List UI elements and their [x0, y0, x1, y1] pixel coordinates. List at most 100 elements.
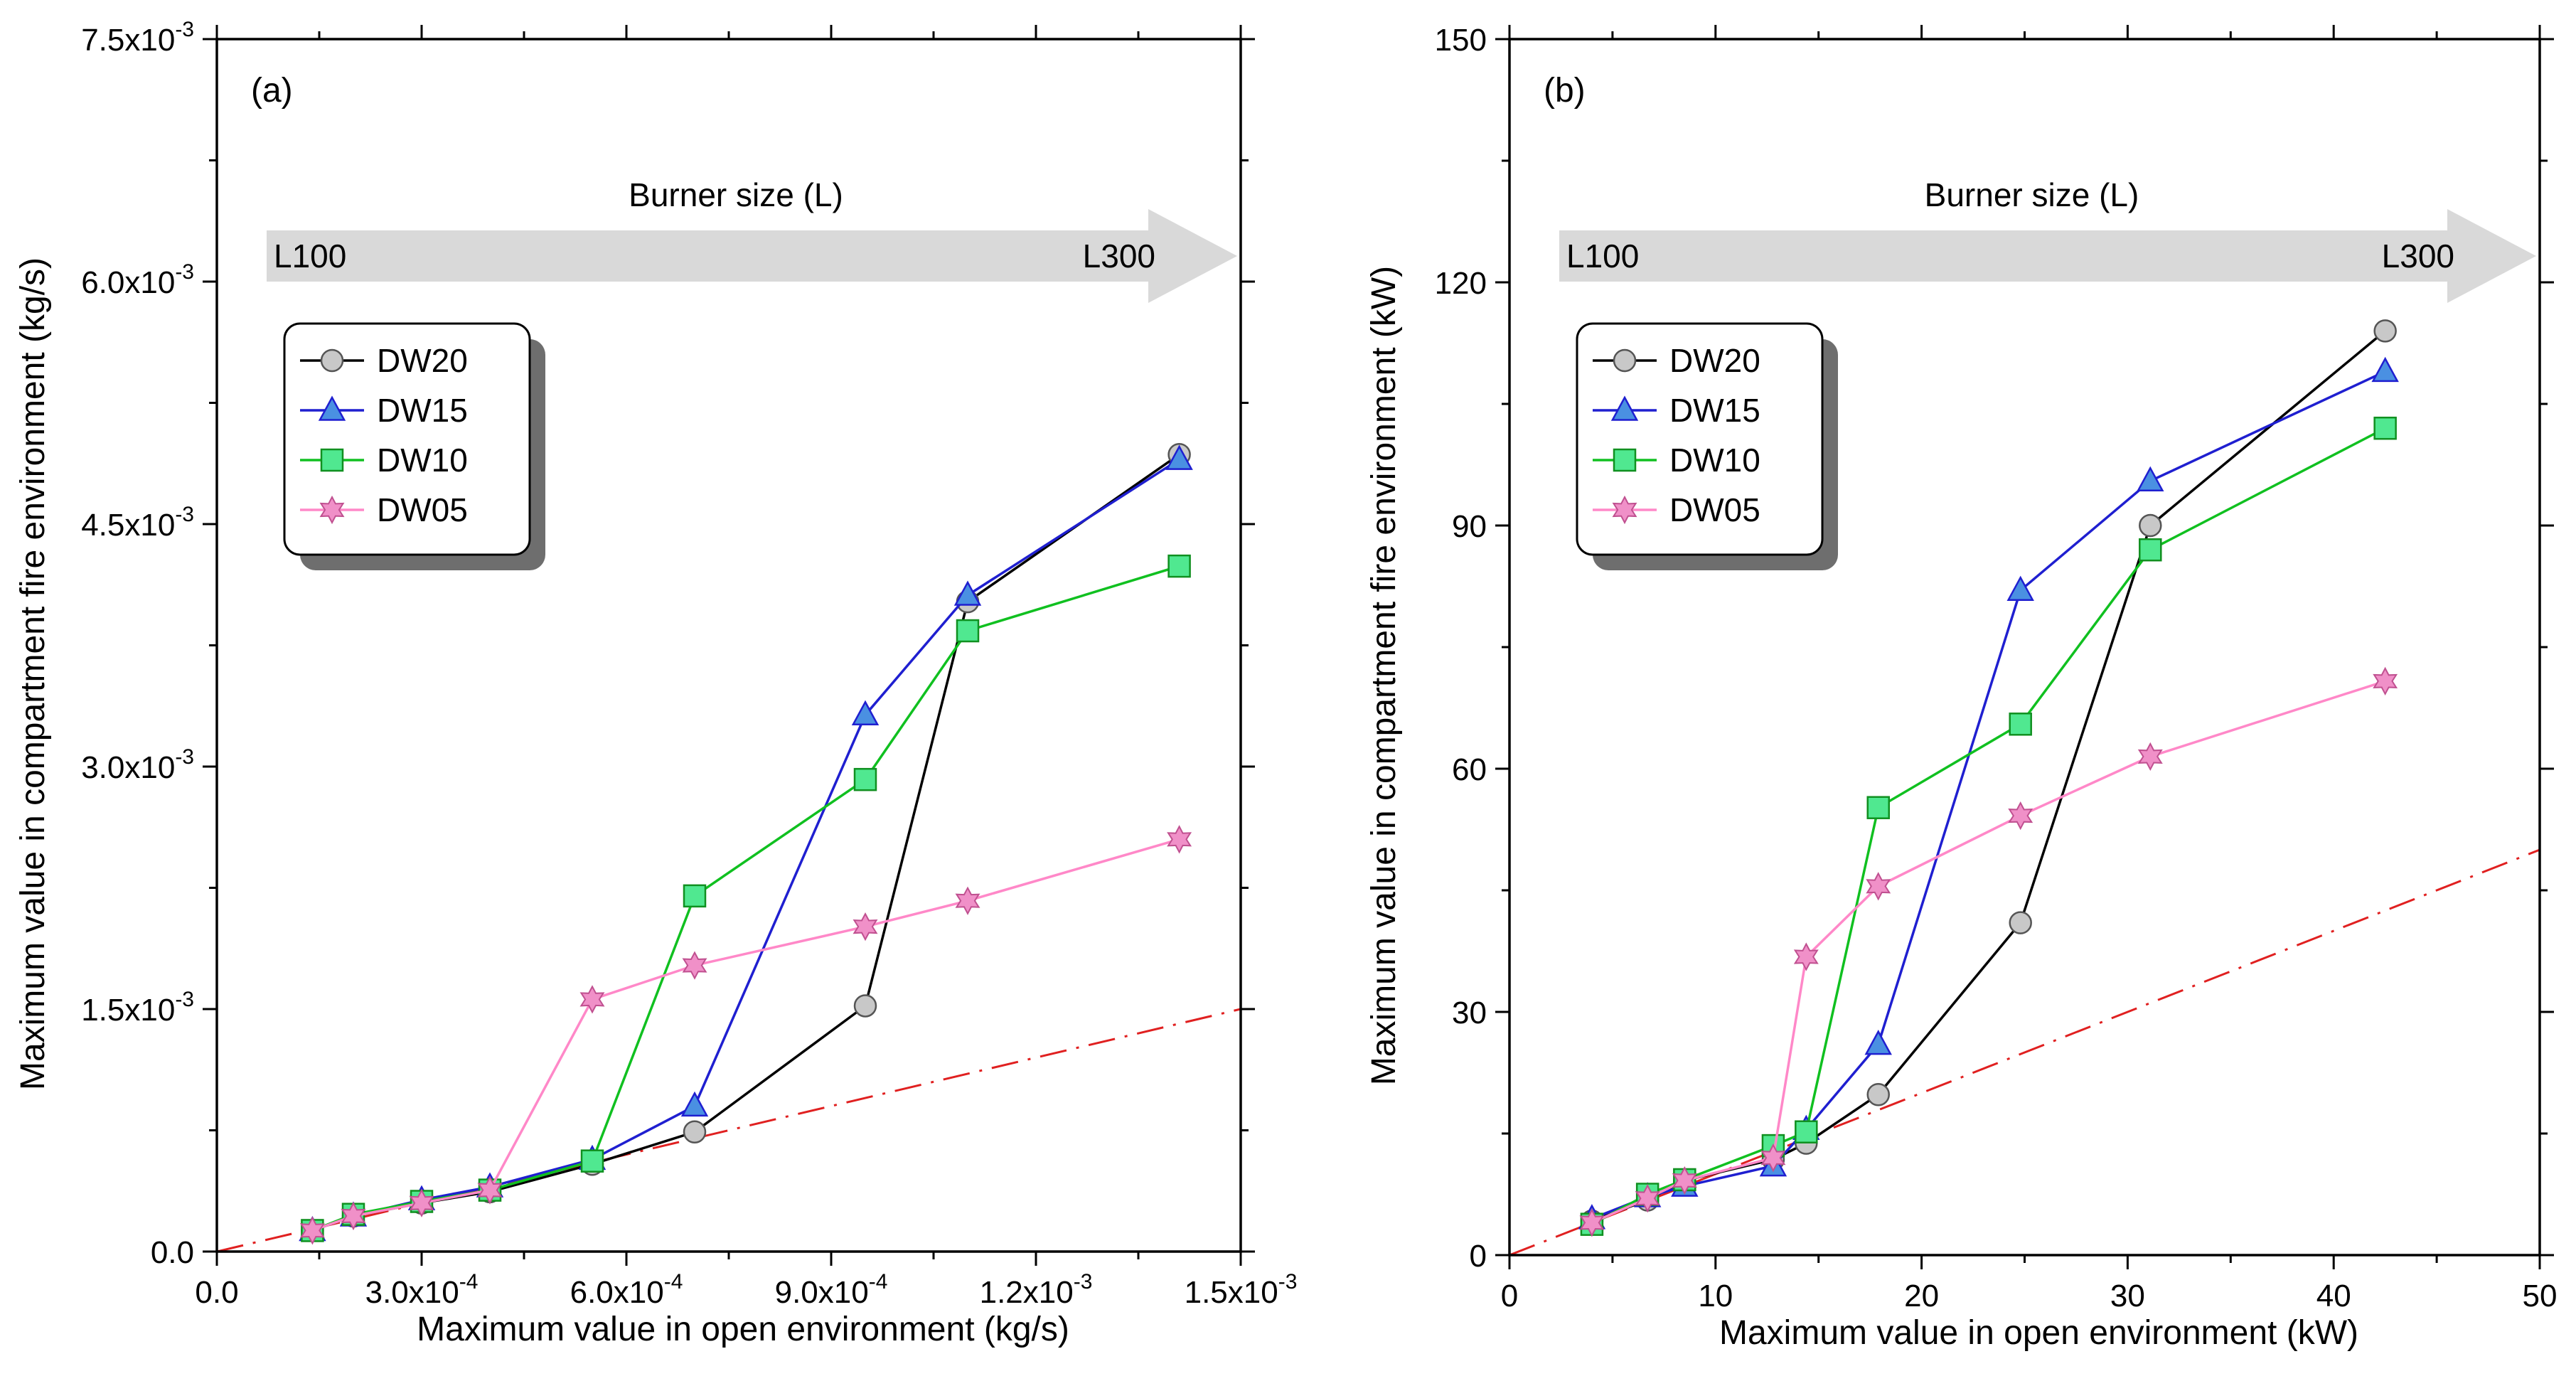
chart-panel-a: Burner size (L) L100 L300 DW20 DW15 DW10 DW05 0…	[14, 18, 1297, 1348]
reference-line	[217, 1008, 1241, 1252]
legend-marker-dw10	[320, 448, 344, 472]
legend-box	[1576, 322, 1824, 556]
data-point-dw05	[2137, 742, 2163, 772]
data-point-dw05	[1760, 1143, 1786, 1173]
data-point-dw10	[956, 619, 980, 643]
legend-label-dw20: DW20	[1669, 342, 1760, 379]
data-point-dw15	[680, 1091, 709, 1117]
series-line-dw05	[1591, 680, 2386, 1225]
legend-marker-dw10	[1613, 448, 1637, 472]
legend-box	[283, 322, 531, 556]
y-axis-label: Maximum value in compartment fire enviro…	[1365, 266, 1403, 1085]
arrow-left-label: L100	[1566, 238, 1639, 274]
panel-label: (b)	[1544, 72, 1586, 110]
data-point-dw15	[851, 700, 880, 725]
data-point-dw15	[1165, 444, 1193, 470]
data-point-dw05	[1866, 872, 1891, 901]
y-tick-label: 6.0x10-3	[81, 260, 194, 300]
y-tick-label: 30	[1452, 996, 1487, 1030]
data-point-dw10	[2009, 713, 2032, 736]
data-point-dw05	[1635, 1184, 1660, 1213]
data-point-dw05	[1167, 825, 1192, 854]
series-dw05	[299, 825, 1192, 1245]
y-tick-label: 3.0x10-3	[81, 745, 194, 785]
data-point-dw10	[853, 767, 877, 791]
chart-panel-b: Burner size (L) L100 L300 DW20 DW15 DW10 DW05 0…	[1365, 23, 2557, 1352]
data-point-dw05	[477, 1175, 503, 1205]
burner-size-arrow	[1559, 209, 2536, 303]
legend-label-dw05: DW05	[1669, 491, 1760, 528]
series-dw10	[301, 554, 1191, 1242]
data-point-dw05	[1793, 942, 1819, 971]
data-point-dw15	[2371, 356, 2399, 383]
y-tick-label: 0.0	[151, 1235, 194, 1270]
data-point-dw05	[682, 951, 707, 980]
legend-marker-dw20	[1613, 348, 1637, 373]
data-point-dw20	[853, 994, 877, 1018]
arrow-title: Burner size (L)	[629, 176, 843, 213]
legend-marker-dw15	[1610, 395, 1639, 421]
series-line-dw20	[311, 453, 1180, 1232]
y-tick-label: 4.5x10-3	[81, 503, 194, 543]
data-point-dw05	[579, 985, 605, 1014]
data-point-dw05	[1672, 1166, 1697, 1195]
legend-label-dw05: DW05	[377, 491, 468, 528]
data-point-dw05	[1579, 1208, 1605, 1237]
x-tick-label: 0.0	[195, 1275, 238, 1310]
legend-marker-dw05	[319, 495, 345, 525]
reference-line	[1509, 848, 2540, 1255]
arrow-title: Burner size (L)	[1925, 176, 2139, 213]
legend-marker-dw05	[1612, 495, 1637, 525]
x-tick-label: 1.5x10-3	[1185, 1270, 1298, 1310]
data-point-dw20	[1866, 1083, 1890, 1106]
legend-label-dw20: DW20	[377, 342, 468, 379]
plot-frame	[1508, 38, 2541, 1257]
x-tick-label: 6.0x10-4	[570, 1270, 683, 1310]
x-tick-label: 3.0x10-4	[365, 1270, 479, 1310]
legend-label-dw15: DW15	[377, 392, 468, 429]
legend: DW20 DW15 DW10 DW05	[1576, 322, 1838, 570]
x-tick-label: 9.0x10-4	[775, 1270, 888, 1310]
burner-size-arrow	[267, 209, 1237, 303]
x-tick-label: 20	[1904, 1279, 1939, 1313]
data-point-dw10	[1795, 1120, 1818, 1143]
data-point-dw10	[2373, 416, 2397, 440]
data-point-dw15	[2137, 466, 2164, 492]
data-point-dw10	[2139, 538, 2162, 562]
series-line-dw15	[311, 458, 1180, 1232]
y-tick-label: 90	[1452, 509, 1487, 544]
data-point-dw10	[580, 1149, 604, 1173]
series-line-dw10	[311, 565, 1180, 1232]
legend-marker-dw20	[320, 348, 344, 373]
legend: DW20 DW15 DW10 DW05	[283, 322, 545, 570]
data-point-dw20	[2009, 911, 2032, 934]
data-point-dw15	[2006, 575, 2034, 601]
legend-marker-dw15	[318, 395, 346, 421]
y-tick-label: 0	[1470, 1239, 1487, 1274]
x-axis-label: Maximum value in open environment (kg/s)	[417, 1311, 1069, 1348]
data-point-dw05	[409, 1188, 434, 1217]
y-tick-label: 120	[1435, 266, 1487, 301]
x-tick-label: 40	[2316, 1279, 2351, 1313]
data-point-dw10	[683, 884, 707, 908]
data-point-dw20	[683, 1120, 707, 1144]
data-point-dw15	[953, 580, 982, 606]
x-tick-label: 50	[2523, 1279, 2558, 1313]
y-tick-label: 150	[1435, 23, 1487, 58]
series-dw05	[1579, 666, 2398, 1237]
plot-frame	[215, 38, 1242, 1253]
data-point-dw05	[299, 1216, 325, 1245]
arrow-left-label: L100	[274, 238, 346, 274]
x-tick-label: 1.2x10-3	[980, 1270, 1093, 1310]
data-point-dw05	[2008, 801, 2033, 831]
x-tick-label: 30	[2110, 1279, 2145, 1313]
data-point-dw15	[1864, 1029, 1892, 1055]
data-point-dw05	[955, 886, 980, 915]
y-tick-label: 60	[1452, 752, 1487, 787]
legend-label-dw10: DW10	[377, 442, 468, 479]
data-point-dw10	[1866, 796, 1890, 819]
x-axis-label: Maximum value in open environment (kW)	[1719, 1314, 2358, 1352]
data-point-dw05	[2373, 666, 2398, 696]
data-point-dw10	[1167, 554, 1191, 578]
